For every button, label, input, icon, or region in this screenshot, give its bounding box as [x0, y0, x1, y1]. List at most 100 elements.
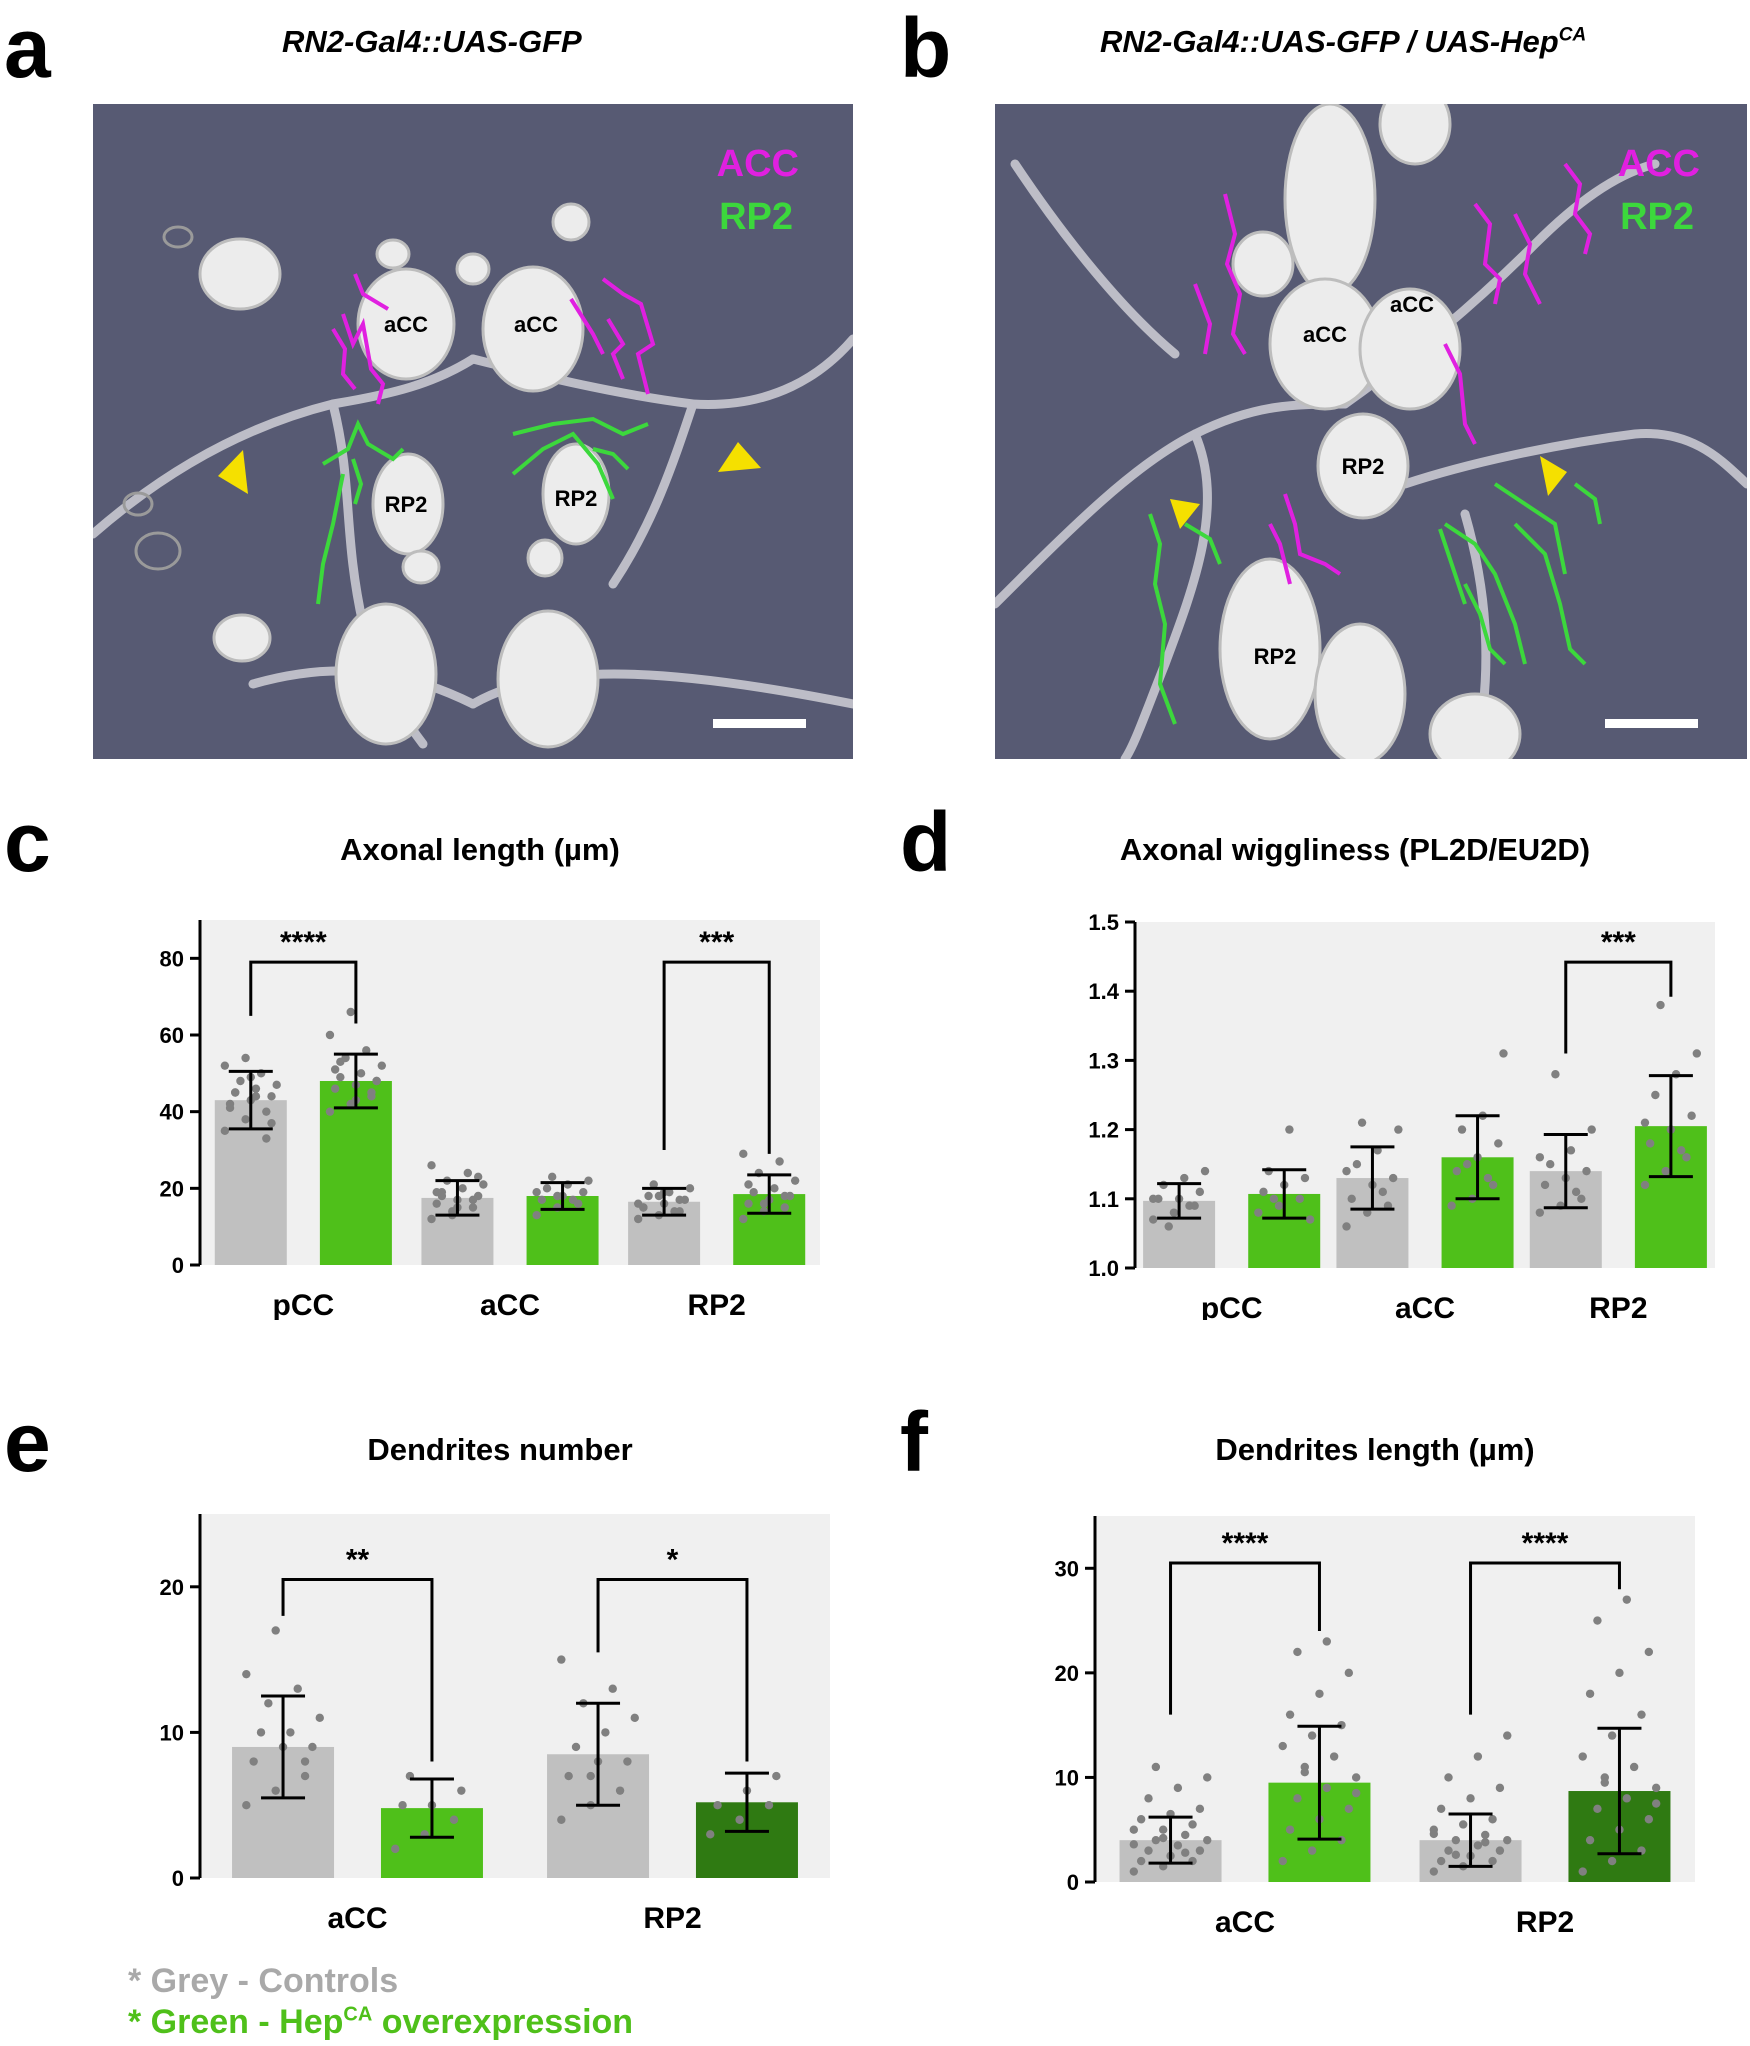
data-point	[1342, 1166, 1351, 1176]
data-point	[1429, 1829, 1439, 1839]
data-point	[1644, 1815, 1654, 1824]
data-point	[473, 1172, 483, 1182]
data-point	[537, 1195, 547, 1205]
data-point	[1169, 1208, 1179, 1217]
data-point	[241, 1115, 250, 1124]
cell-label-acc-1-b: aCC	[1303, 322, 1347, 347]
data-point	[1593, 1804, 1602, 1813]
data-point	[553, 1191, 562, 1201]
data-point	[1378, 1187, 1388, 1197]
data-point	[1499, 1049, 1508, 1058]
cell-label-acc-1: aCC	[384, 312, 428, 337]
data-point	[1158, 1833, 1168, 1843]
y-tick-label: 10	[160, 1720, 184, 1745]
data-point	[225, 1103, 235, 1113]
chart-title: Dendrites length (µm)	[1215, 1432, 1534, 1467]
data-point	[1571, 1187, 1581, 1197]
data-point	[1136, 1815, 1146, 1824]
data-point	[1129, 1825, 1139, 1834]
data-point	[1607, 1856, 1617, 1866]
data-point	[780, 1191, 789, 1201]
data-point	[391, 1844, 400, 1854]
data-point	[770, 1184, 779, 1193]
significance-label: ****	[280, 926, 327, 959]
data-point	[1329, 1752, 1339, 1761]
data-point	[1300, 1173, 1310, 1183]
legend-rp2-b: RP2	[1620, 196, 1694, 238]
data-point	[1158, 1825, 1168, 1834]
data-point	[764, 1801, 774, 1810]
y-tick-label: 1.2	[1088, 1118, 1119, 1143]
data-point	[1347, 1194, 1356, 1203]
x-category-label: RP2	[643, 1902, 701, 1935]
data-point	[479, 1180, 488, 1189]
y-tick-label: 40	[160, 1100, 184, 1125]
data-point	[1677, 1146, 1686, 1155]
data-point	[1447, 1201, 1456, 1210]
panel-b-title: RN2-Gal4::UAS-GFP / UAS-HepCA	[1100, 24, 1586, 60]
significance-bracket	[1169, 1561, 1321, 1715]
data-point	[457, 1786, 466, 1795]
y-tick-label: 20	[1055, 1661, 1079, 1686]
data-point	[1181, 1848, 1190, 1857]
data-point	[330, 1065, 340, 1074]
data-point	[1462, 1160, 1472, 1169]
data-point	[1644, 1647, 1654, 1657]
data-point	[242, 1669, 251, 1679]
data-point	[267, 1092, 276, 1101]
data-point	[1458, 1820, 1468, 1829]
x-category-label: RP2	[1589, 1292, 1647, 1320]
data-point	[1494, 1139, 1503, 1148]
data-point	[1203, 1835, 1212, 1845]
significance-bracket	[596, 1578, 749, 1762]
data-point	[264, 1699, 273, 1708]
data-point	[1466, 1794, 1475, 1803]
data-point	[1357, 1118, 1367, 1127]
data-point	[633, 1214, 643, 1224]
data-point	[1181, 1830, 1190, 1840]
data-point	[1322, 1783, 1332, 1793]
data-point	[759, 1199, 769, 1208]
cell-label-rp2-2-b: RP2	[1254, 644, 1297, 669]
data-point	[1640, 1118, 1650, 1127]
legend-hep-overexpression: * Green - HepCA overexpression	[128, 2003, 633, 2042]
cell-label-rp2-1: RP2	[385, 492, 428, 517]
data-point	[1607, 1731, 1617, 1740]
legend-acc-a: ACC	[717, 143, 799, 185]
data-point	[1300, 1768, 1309, 1777]
data-point	[1307, 1731, 1317, 1740]
scale-bar-a	[713, 719, 806, 728]
y-tick-label: 60	[160, 1023, 184, 1048]
cell-label-rp2-1-b: RP2	[1342, 454, 1385, 479]
data-point	[1692, 1049, 1702, 1058]
significance-label: ****	[1222, 1527, 1269, 1560]
data-point	[427, 1214, 436, 1224]
panel-letter-f: f	[900, 1395, 928, 1489]
data-point	[1307, 1846, 1317, 1855]
data-point	[267, 1118, 276, 1128]
data-point	[1129, 1867, 1139, 1876]
data-point	[315, 1713, 324, 1723]
data-point	[735, 1815, 744, 1824]
data-point	[1436, 1804, 1446, 1813]
legend-acc-b: ACC	[1618, 143, 1700, 185]
data-point	[547, 1172, 557, 1182]
y-tick-label: 0	[172, 1866, 184, 1891]
data-point	[1687, 1111, 1696, 1120]
data-point	[231, 1088, 240, 1097]
data-point	[1585, 1835, 1595, 1845]
data-point	[744, 1199, 753, 1208]
data-point	[790, 1176, 800, 1185]
significance-label: ***	[699, 926, 734, 959]
data-point	[468, 1195, 478, 1205]
panel-letter-c: c	[4, 795, 51, 889]
legend-green-tail: overexpression	[372, 2003, 634, 2041]
micrograph-b-image: aCC aCC RP2 RP2 ACC RP2	[995, 104, 1747, 759]
data-point	[271, 1626, 280, 1635]
data-point	[542, 1184, 552, 1193]
data-point	[300, 1757, 310, 1766]
data-point	[1278, 1741, 1287, 1751]
data-point	[1637, 1710, 1646, 1719]
y-tick-label: 10	[1055, 1765, 1079, 1790]
data-point	[1451, 1835, 1461, 1845]
